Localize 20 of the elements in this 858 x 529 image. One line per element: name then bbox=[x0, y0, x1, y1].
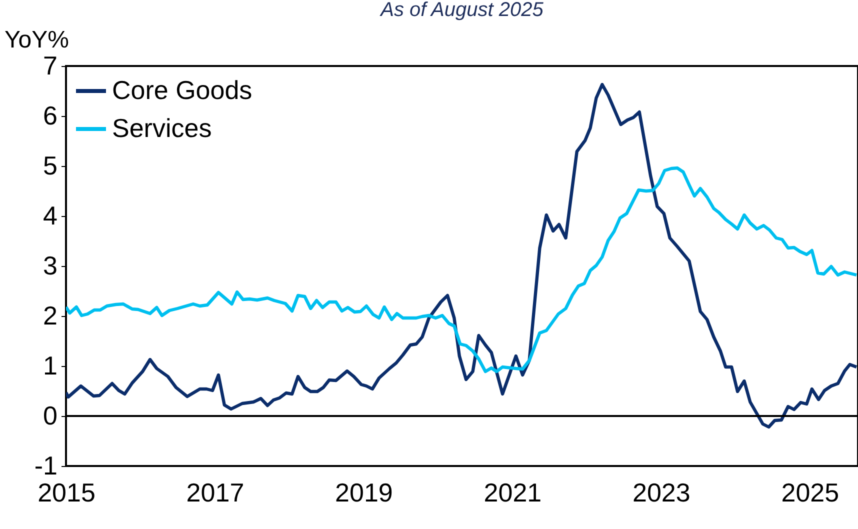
legend-label: Core Goods bbox=[112, 75, 252, 105]
y-tick-label: 3 bbox=[43, 250, 58, 280]
y-axis-title: YoY% bbox=[4, 26, 69, 54]
y-tick-label: -1 bbox=[34, 450, 58, 480]
y-tick-label: 6 bbox=[43, 100, 58, 130]
x-tick-label: 2015 bbox=[38, 478, 96, 508]
x-tick-label: 2019 bbox=[335, 478, 393, 508]
line-series bbox=[66, 166, 858, 374]
x-tick-label: 2025 bbox=[781, 478, 840, 508]
y-tick-label: 5 bbox=[43, 150, 58, 180]
x-tick-label: 2023 bbox=[632, 478, 690, 508]
y-tick-label: 4 bbox=[43, 200, 58, 230]
y-tick-label: 0 bbox=[43, 400, 58, 430]
x-tick-label: 2017 bbox=[186, 478, 244, 508]
chart-subtitle: As of August 2025 bbox=[380, 0, 544, 21]
legend-label: Services bbox=[112, 113, 212, 143]
x-tick-label: 2021 bbox=[484, 478, 542, 508]
y-tick-label: 2 bbox=[43, 300, 58, 330]
y-tick-label: 7 bbox=[43, 50, 58, 80]
y-tick-label: 1 bbox=[43, 350, 58, 380]
